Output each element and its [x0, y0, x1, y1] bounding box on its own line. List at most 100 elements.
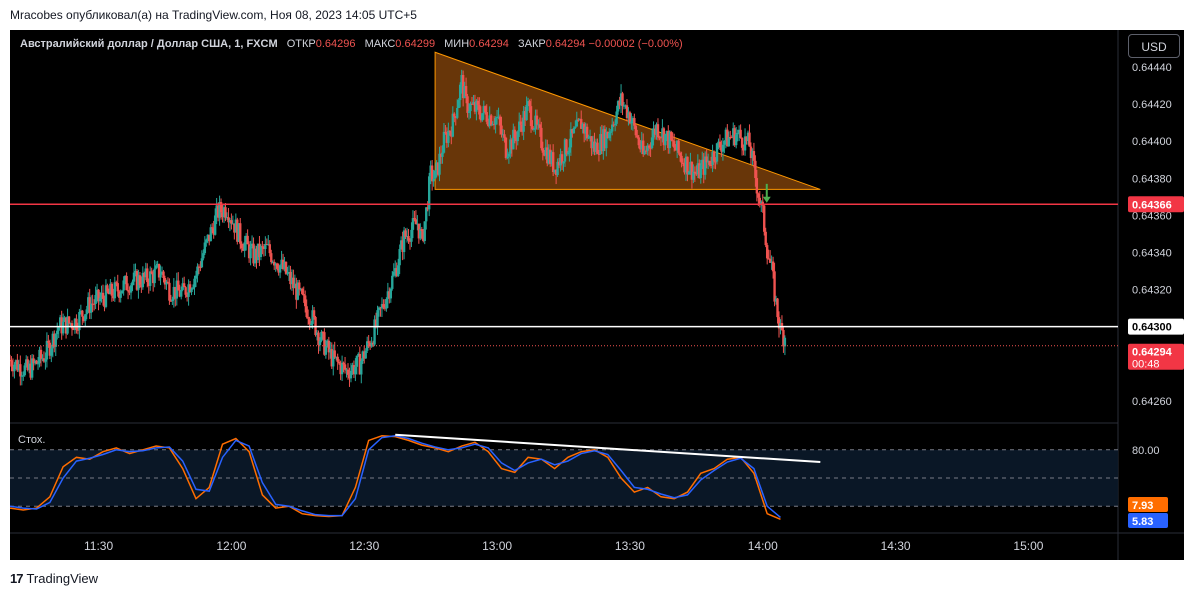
candle-body: [609, 131, 612, 133]
candle-body: [649, 147, 652, 149]
candle-body: [777, 317, 781, 329]
candle-body: [783, 337, 787, 347]
candle-body: [572, 128, 576, 134]
candle-body: [94, 295, 97, 305]
candle-body: [737, 129, 741, 133]
candle-body: [194, 275, 198, 279]
candle-body: [425, 207, 428, 222]
candle-body: [684, 156, 688, 173]
candle-body: [503, 134, 506, 138]
candle-body: [358, 353, 362, 375]
candle-body: [770, 261, 773, 263]
candle-body: [274, 263, 277, 266]
candle-body: [460, 75, 463, 85]
change-value: −0.00002 (−0.00%): [588, 38, 683, 50]
price-tick-label: 0.64420: [1132, 99, 1172, 111]
candle-body: [200, 258, 204, 268]
candle-body: [476, 100, 480, 105]
candle-body: [95, 289, 99, 296]
candle-body: [618, 101, 621, 106]
chart-frame[interactable]: 0.64440 0.64420 0.64400 0.64380 0.64360 0.643…: [10, 30, 1184, 560]
candle-body: [518, 121, 521, 132]
candle-body: [590, 136, 593, 149]
candle-body: [151, 273, 155, 284]
candle-body: [647, 145, 651, 148]
candle-body: [771, 261, 775, 272]
candle-body: [44, 359, 47, 362]
price-marker-label: 0.64294: [1132, 347, 1173, 359]
candle-body: [467, 111, 471, 113]
candle-body: [644, 150, 648, 152]
candle-body: [304, 295, 307, 307]
candle-body: [727, 137, 731, 147]
candle-body: [61, 321, 65, 334]
candle-body: [427, 176, 431, 210]
price-tick-label: 0.64320: [1132, 285, 1172, 297]
price-marker-badge: [1128, 343, 1184, 370]
candle-body: [407, 235, 410, 241]
candle-body: [190, 288, 193, 293]
candle-body: [628, 112, 632, 124]
candle-body: [256, 243, 260, 261]
candle-body: [337, 361, 341, 364]
time-tick-label: 12:30: [349, 539, 379, 553]
candle-body: [485, 112, 488, 122]
candle-body: [174, 286, 177, 299]
candle-body: [383, 307, 387, 309]
candle-body: [123, 275, 127, 281]
candle-body: [729, 137, 732, 139]
descending-triangle-pattern: [434, 51, 821, 190]
candle-body: [489, 115, 493, 126]
candle-body: [556, 161, 559, 175]
candle-body: [760, 201, 763, 204]
candle-body: [549, 149, 552, 164]
candle-body: [622, 105, 626, 107]
candle-body: [329, 349, 332, 353]
candle-body: [212, 228, 215, 235]
candle-body: [706, 160, 710, 163]
candle-body: [339, 363, 342, 375]
candle-body: [392, 271, 395, 276]
price-chart[interactable]: 0.644400.644200.644000.643800.643600.643…: [10, 30, 1184, 560]
candle-body: [208, 234, 211, 242]
candle-body: [250, 243, 254, 247]
candle-body: [311, 310, 314, 324]
candle-body: [299, 288, 302, 290]
open-label: ОТКР: [286, 38, 316, 50]
candle-body: [723, 140, 726, 145]
candle-body: [134, 270, 137, 273]
candle-body: [547, 149, 550, 164]
candle-body: [289, 271, 292, 285]
candle-body: [283, 261, 286, 270]
candle-body: [636, 135, 639, 138]
candle-body: [577, 119, 580, 121]
candle-body: [730, 137, 733, 139]
candle-body: [633, 118, 636, 126]
candle-body: [231, 223, 235, 225]
stoch-indicator-label[interactable]: Стох.: [18, 434, 46, 446]
candle-body: [258, 243, 261, 257]
candle-body: [616, 101, 620, 112]
candle-body: [652, 128, 655, 138]
candle-body: [218, 202, 221, 218]
candle-body: [500, 125, 503, 135]
symbol-name[interactable]: Австралийский доллар / Доллар США, 1, FX…: [20, 38, 278, 50]
candle-body: [611, 124, 614, 132]
candle-body: [180, 289, 183, 297]
candle-body: [225, 217, 229, 219]
candle-body: [312, 310, 316, 318]
candle-body: [191, 287, 195, 289]
time-tick-label: 13:00: [482, 539, 512, 553]
candle-body: [432, 178, 435, 182]
candle-body: [87, 297, 90, 310]
candle-body: [209, 227, 212, 242]
candle-body: [639, 145, 642, 150]
candle-body: [631, 118, 635, 122]
candle-body: [262, 246, 266, 250]
candle-body: [720, 147, 723, 152]
candle-body: [343, 364, 347, 370]
stoch-tick-label: 80.00: [1132, 445, 1160, 457]
currency-button[interactable]: USD: [1128, 34, 1180, 58]
candle-body: [280, 259, 283, 266]
candle-body: [540, 127, 543, 149]
